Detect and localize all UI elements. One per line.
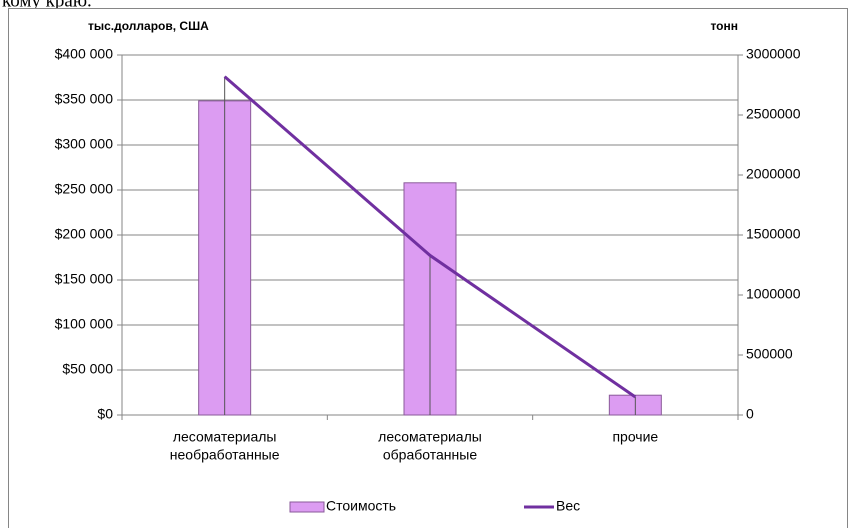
x-tick-label: необработанные: [170, 447, 280, 463]
page-text: кому краю.: [2, 0, 92, 11]
x-tick-label: прочие: [612, 429, 658, 445]
y2-axis-label: тонн: [710, 19, 738, 33]
y-tick-label: $150 000: [55, 271, 114, 287]
y2-tick-label: 1500000: [746, 226, 801, 242]
y-tick-label: $50 000: [62, 361, 113, 377]
line: [223, 75, 637, 399]
y-tick-label: $200 000: [55, 226, 114, 242]
y2-tick-label: 0: [746, 406, 754, 422]
y-tick-label: $100 000: [55, 316, 114, 332]
y-tick-label: $0: [97, 406, 113, 422]
y-tick-label: $300 000: [55, 136, 114, 152]
x-tick-label: лесоматериалы: [378, 429, 482, 445]
legend-swatch: [289, 501, 325, 513]
x-tick-label: обработанные: [383, 447, 477, 463]
y2-tick-label: 3000000: [746, 46, 801, 62]
y2-tick-label: 2000000: [746, 166, 801, 182]
y2-tick-label: 500000: [746, 346, 793, 362]
legend-label: Стоимость: [326, 498, 396, 514]
x-tick-label: лесоматериалы: [173, 429, 277, 445]
y-axis-label: тыс.долларов, США: [88, 19, 209, 33]
y-tick-label: $350 000: [55, 91, 114, 107]
y-tick-label: $250 000: [55, 181, 114, 197]
y-tick-label: $400 000: [55, 46, 114, 62]
y2-tick-label: 1000000: [746, 286, 801, 302]
y2-tick-label: 2500000: [746, 106, 801, 122]
legend-label: Вес: [556, 498, 580, 514]
